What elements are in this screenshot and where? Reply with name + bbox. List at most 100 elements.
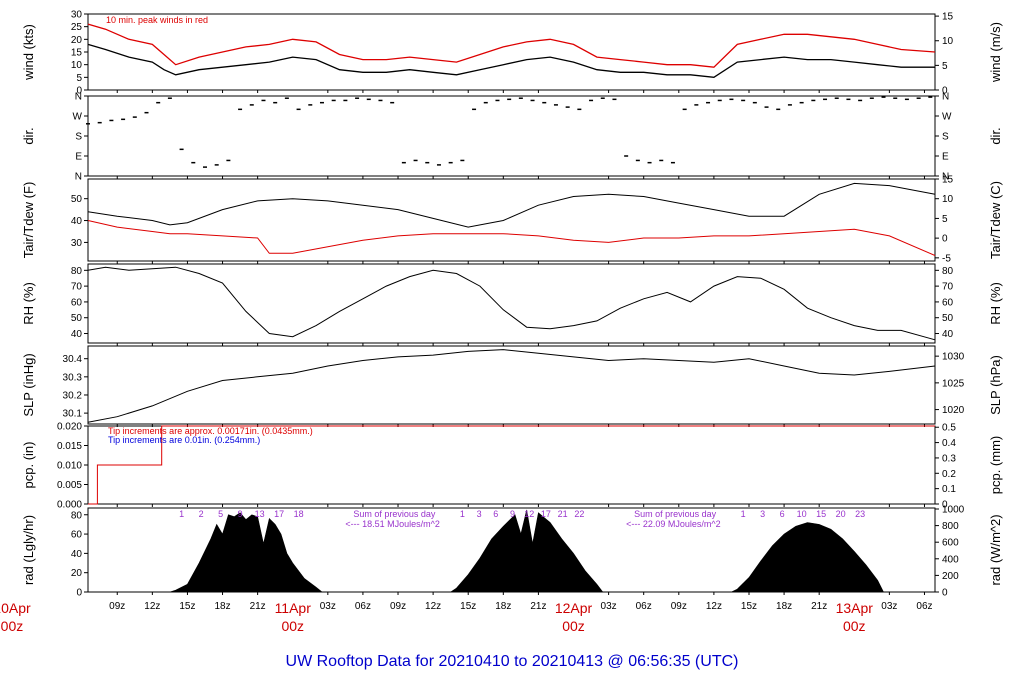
- ytick-label-right-dir: N: [942, 172, 949, 183]
- xtick-label: 03z: [601, 601, 617, 612]
- ytick-label-wind: 30: [71, 10, 83, 21]
- hour-marker: 5: [218, 509, 223, 519]
- ytick-label-right-rh: 70: [942, 282, 954, 293]
- xtick-label: 09z: [671, 601, 687, 612]
- ytick-label-right-rad: 1000: [942, 504, 965, 515]
- series-pcp-pcp: [88, 425, 935, 505]
- ytick-label-wind: 15: [71, 48, 83, 59]
- panel-frame-rh: [87, 263, 936, 344]
- ytick-label-right-temp: 15: [942, 175, 954, 186]
- ytick-label-right-rad: 200: [942, 571, 959, 582]
- xtick-label: 15z: [741, 601, 757, 612]
- ytick-label-dir: S: [75, 132, 82, 143]
- ylabel-right-temp: Tair/Tdew (C): [988, 181, 1003, 259]
- ytick-label-rh: 50: [71, 313, 83, 324]
- ytick-label-rh: 60: [71, 297, 83, 308]
- xtick-label: 03z: [320, 601, 336, 612]
- ytick-label-right-rad: 800: [942, 521, 959, 532]
- xtick-label: 18z: [214, 601, 230, 612]
- xtick-label: 03z: [881, 601, 897, 612]
- ytick-label-right-pcp: 0.4: [942, 438, 956, 449]
- ylabel-right-rh: RH (%): [988, 282, 1003, 325]
- ytick-label-right-dir: W: [942, 112, 952, 123]
- series-rh-rh: [87, 266, 936, 341]
- ytick-label-pcp: 0.010: [57, 461, 82, 472]
- xtick-label: 09z: [109, 601, 125, 612]
- ylabel-rh: RH (%): [21, 282, 36, 325]
- day-label-date: 13Apr: [836, 600, 874, 616]
- ytick-label-right-temp: 5: [942, 214, 948, 225]
- annotation-pcp-0: Tip increments are approx. 0.00171in. (0…: [108, 426, 313, 436]
- ytick-label-dir: N: [75, 92, 82, 103]
- series-temp-tair: [87, 182, 936, 228]
- x-axis: 09z 12z 15z 18z 21z 03z 06z 09z 12z 15z 18z 21z 03z 0…: [0, 600, 933, 634]
- xtick-label: 15z: [460, 601, 476, 612]
- ytick-label-temp: 30: [71, 238, 83, 249]
- ytick-label-right-wind: 15: [942, 12, 954, 23]
- ytick-label-slp: 30.3: [63, 372, 83, 383]
- hour-marker: 20: [836, 509, 846, 519]
- ylabel-dir: dir.: [21, 127, 36, 144]
- daily-summary-line1: Sum of previous day: [353, 509, 436, 519]
- panel-frame-temp: [87, 178, 936, 262]
- ylabel-slp: SLP (inHg): [21, 353, 36, 416]
- annotation-wind: 10 min. peak winds in red: [106, 15, 208, 25]
- ytick-label-right-temp: -5: [942, 253, 951, 264]
- hour-marker: 3: [760, 509, 765, 519]
- annotation-pcp-1: Tip increments are 0.01in. (0.254mm.): [108, 435, 260, 445]
- ytick-label-right-pcp: 0: [942, 500, 948, 511]
- day-label-date: 10Apr: [0, 600, 31, 616]
- series-wind-10-min-peak-winds: [87, 23, 936, 68]
- ytick-label-right-dir: E: [942, 152, 949, 163]
- xtick-label: 09z: [390, 601, 406, 612]
- hour-marker: 18: [294, 509, 304, 519]
- ytick-label-right-slp: 1020: [942, 405, 965, 416]
- ylabel-right-pcp: pcp. (mm): [988, 436, 1003, 495]
- series-rad-rad: [88, 509, 935, 593]
- ytick-label-right-slp: 1030: [942, 352, 965, 363]
- page-title: UW Rooftop Data for 20210410 to 20210413…: [286, 653, 739, 670]
- hour-marker: 9: [238, 509, 243, 519]
- panel-frame-wind: [87, 13, 936, 91]
- ytick-label-right-pcp: 0.5: [942, 423, 956, 434]
- ylabel-wind: wind (kts): [21, 24, 36, 81]
- xtick-label: 21z: [811, 601, 827, 612]
- ytick-label-right-temp: 0: [942, 234, 948, 245]
- ytick-label-right-slp: 1025: [942, 378, 965, 389]
- ytick-label-right-pcp: 0.3: [942, 453, 956, 464]
- ytick-label-right-rh: 50: [942, 313, 954, 324]
- ytick-label-right-pcp: 0.1: [942, 484, 956, 495]
- xtick-label: 12z: [706, 601, 722, 612]
- ylabel-pcp: pcp. (in): [21, 442, 36, 489]
- ytick-label-rh: 80: [71, 266, 83, 277]
- panel-frame-dir: [87, 95, 936, 177]
- hour-marker: 17: [274, 509, 284, 519]
- ytick-label-rad: 20: [71, 568, 83, 579]
- ytick-label-right-rad: 400: [942, 554, 959, 565]
- hour-marker: 17: [541, 509, 551, 519]
- ytick-label-right-wind: 5: [942, 61, 948, 72]
- ytick-label-right-dir: S: [942, 132, 949, 143]
- xtick-label: 21z: [250, 601, 266, 612]
- series-wind-wind: [87, 43, 935, 78]
- ytick-label-right-wind: 0: [942, 86, 948, 97]
- panel-rh: 40 50 60 70 80 40 50 60 70 80 RH (%) RH (%): [21, 263, 1003, 346]
- hour-marker: 1: [741, 509, 746, 519]
- day-label-hour: 00z: [843, 618, 866, 634]
- ylabel-right-slp: SLP (hPa): [988, 355, 1003, 415]
- hour-marker: 3: [477, 509, 482, 519]
- ytick-label-dir: W: [73, 112, 83, 123]
- ytick-label-right-pcp: 0.2: [942, 469, 956, 480]
- ylabel-right-dir: dir.: [988, 127, 1003, 144]
- ytick-label-pcp: 0.015: [57, 441, 82, 452]
- ylabel-temp: Tair/Tdew (F): [21, 182, 36, 259]
- ytick-label-right-rh: 40: [942, 329, 954, 340]
- ytick-label-pcp: 0.000: [57, 500, 82, 511]
- day-label-hour: 00z: [562, 618, 585, 634]
- hour-marker: 12: [524, 509, 534, 519]
- ytick-label-rh: 40: [71, 329, 83, 340]
- ytick-label-wind: 20: [71, 35, 83, 46]
- hour-marker: 10: [797, 509, 807, 519]
